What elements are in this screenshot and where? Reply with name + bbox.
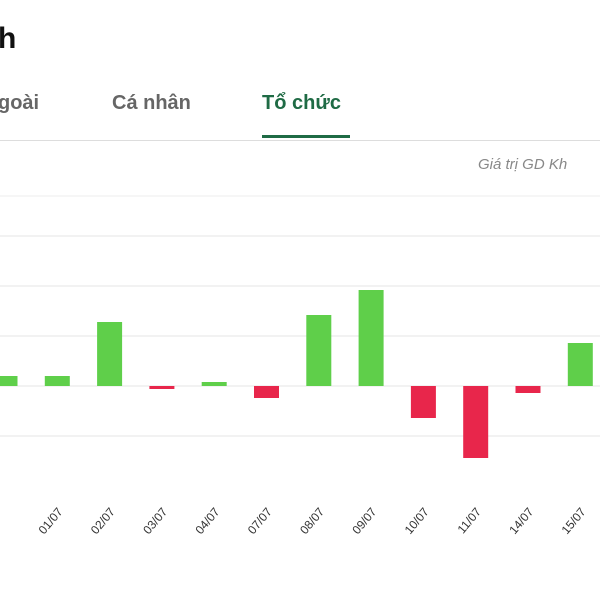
x-tick-label: 04/07	[192, 505, 222, 537]
bar	[410, 386, 436, 418]
bar	[463, 386, 489, 458]
divider	[0, 140, 600, 141]
x-tick-label: 15/07	[559, 505, 589, 537]
x-tick-label: 01/07	[36, 505, 66, 537]
tab-active[interactable]: Tổ chức	[262, 92, 341, 114]
x-tick-label: 09/07	[349, 505, 379, 537]
x-tick-label: 03/07	[140, 505, 170, 537]
bar	[44, 376, 70, 386]
bar	[306, 315, 332, 386]
title: h	[0, 22, 17, 55]
x-tick-label: 10/07	[402, 505, 432, 537]
x-tick-label: 07/07	[245, 505, 275, 537]
tab[interactable]: Cá nhân	[112, 92, 191, 114]
tab[interactable]: goài	[0, 92, 40, 114]
bar	[254, 386, 279, 398]
tab-underline	[262, 135, 350, 138]
bar	[201, 382, 227, 386]
bar	[97, 322, 123, 386]
bar	[567, 343, 593, 386]
note: Giá trị GD Kh	[478, 156, 568, 173]
chart: 01/07 02/07 03/07 04/07 07/07 08/07 09/07 10/07…	[0, 195, 600, 537]
bar	[515, 386, 541, 393]
x-tick-label: 08/07	[297, 505, 327, 537]
bar	[358, 290, 384, 386]
bar	[0, 376, 18, 386]
x-tick-label: 02/07	[88, 505, 118, 537]
bar	[149, 386, 175, 389]
x-tick-label: 11/07	[455, 505, 485, 537]
x-tick-label: 14/07	[506, 505, 536, 537]
